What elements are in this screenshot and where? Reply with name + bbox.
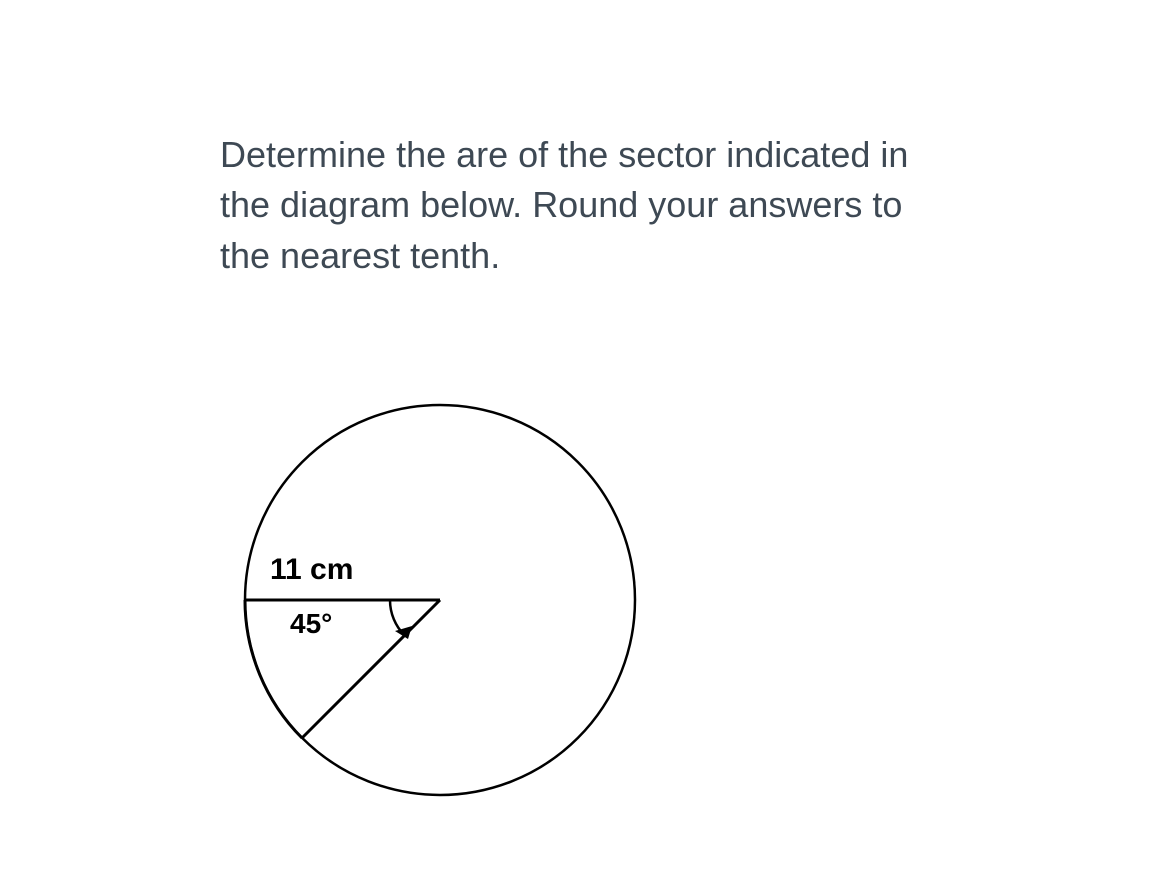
radius-label: 11 cm [270, 553, 353, 587]
question-text: Determine the are of the sector indicate… [220, 130, 960, 281]
angle-label: 45° [290, 608, 332, 640]
diagram-svg [220, 400, 660, 810]
sector-diagram [220, 400, 660, 810]
